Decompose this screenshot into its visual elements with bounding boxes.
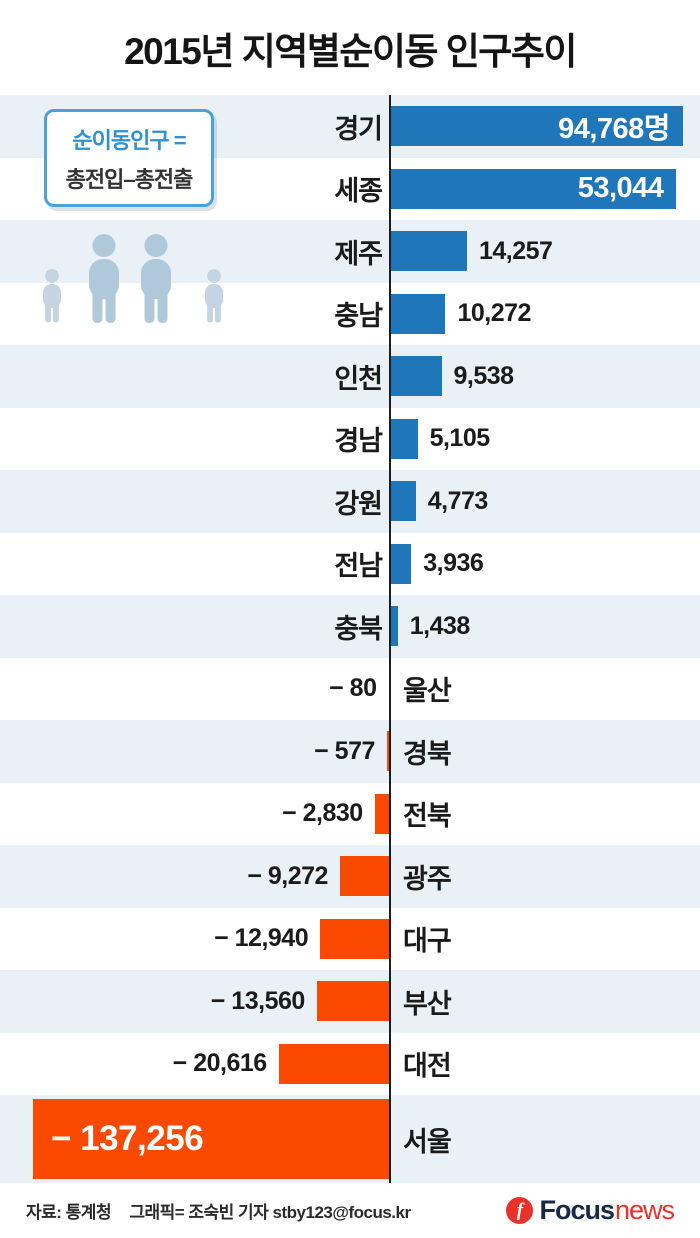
graphic-credit: 그래픽= 조숙빈 기자 stby123@focus.kr: [129, 1203, 411, 1222]
data-source: 자료: 통계청: [26, 1203, 112, 1222]
focusnews-logo-icon: f: [506, 1197, 534, 1224]
legend-definition: 총전입–총전출: [65, 166, 194, 192]
value-label: − 12,940: [214, 924, 309, 953]
chart-row: 강원 4,773: [0, 470, 700, 533]
chart-row: 충북 1,438: [0, 595, 700, 658]
chart-row: 경북 − 577: [0, 720, 700, 783]
focusnews-logo: f Focus news: [506, 1195, 675, 1226]
axis-line: [389, 95, 391, 1183]
bar: [278, 1043, 390, 1084]
page-title: 2015년 지역별 순이동 인구 추이: [0, 0, 700, 95]
value-label: − 577: [314, 736, 375, 765]
bar: 94,768명: [390, 106, 683, 146]
value-label: − 80: [329, 674, 377, 703]
chart-row: 울산 − 80: [0, 657, 700, 720]
bar-value-label: 94,768명: [558, 113, 670, 145]
logo-text-news: news: [614, 1195, 675, 1225]
region-label: 전북: [403, 801, 452, 832]
logo-text-focus: Focus: [539, 1195, 615, 1225]
value-label: 5,105: [429, 424, 491, 453]
chart-row: 부산 − 13,560: [0, 970, 700, 1033]
chart-row: 대구 − 12,940: [0, 907, 700, 970]
chart-row: 전북 − 2,830: [0, 782, 700, 845]
bar: [390, 231, 467, 271]
bar: [390, 293, 446, 334]
bar: [390, 481, 416, 521]
chart-row: 광주 − 9,272: [0, 845, 700, 908]
region-label: 울산: [403, 676, 452, 707]
bar: [390, 543, 412, 584]
region-label: 인천: [334, 363, 383, 394]
bar: − 137,256: [33, 1099, 390, 1179]
region-label: 광주: [403, 863, 452, 894]
region-label: 전남: [334, 551, 383, 582]
value-label: 1,438: [409, 611, 471, 640]
bar-value-label: − 137,256: [51, 1119, 204, 1158]
chart-row: 대전 − 20,616: [0, 1032, 700, 1095]
region-label: 서울: [403, 1126, 452, 1157]
value-label: 14,257: [478, 236, 553, 265]
region-label: 강원: [334, 488, 383, 519]
chart-area: 94,768명 경기 53,044 세종 제주 14,257 충남 10,272…: [0, 95, 700, 1183]
adult-figure-icon: [141, 234, 171, 323]
footer: 자료: 통계청 그래픽= 조숙빈 기자 stby123@focus.kr f F…: [0, 1183, 700, 1238]
value-label: − 2,830: [282, 799, 363, 828]
chart-row: 충남 10,272: [0, 282, 700, 345]
region-label: 경남: [334, 426, 383, 457]
chart-row: 인천 9,538: [0, 345, 700, 408]
bar: [374, 793, 390, 834]
value-label: − 20,616: [172, 1049, 268, 1078]
adult-figure-icon: [89, 234, 119, 323]
value-label: 3,936: [423, 549, 484, 578]
region-label: 경북: [403, 738, 452, 769]
title-post: 추이: [510, 30, 578, 72]
child-figure-icon: [43, 269, 61, 323]
bar: [390, 418, 418, 459]
chart-row: − 137,256 서울: [0, 1095, 700, 1183]
region-label: 세종: [334, 176, 383, 207]
bar: [339, 856, 390, 896]
region-label: 충북: [334, 613, 383, 644]
bar: [390, 356, 442, 396]
family-icon: [43, 234, 223, 323]
region-label: 충남: [334, 301, 383, 332]
legend-box: 순이동인구 = 총전입–총전출: [44, 109, 214, 207]
region-label: 대구: [403, 926, 452, 957]
value-label: − 13,560: [210, 986, 306, 1015]
region-label: 제주: [334, 238, 383, 269]
bar: [386, 731, 390, 771]
bar: [316, 981, 390, 1021]
region-label: 경기: [334, 113, 383, 144]
value-label: 9,538: [453, 361, 515, 390]
chart-row: 경남 5,105: [0, 407, 700, 470]
child-figure-icon: [205, 269, 223, 323]
bar: [320, 918, 390, 959]
bar: [390, 606, 398, 646]
region-label: 부산: [403, 988, 452, 1019]
title-pre: 2015년 지역별: [124, 30, 341, 72]
bar: 53,044: [390, 168, 677, 209]
region-label: 대전: [403, 1051, 452, 1082]
title-emphasis: 순이동 인구: [339, 30, 512, 72]
value-label: − 9,272: [247, 861, 328, 890]
chart-row: 전남 3,936: [0, 532, 700, 595]
bar-value-label: 53,044: [577, 172, 664, 204]
value-label: 4,773: [427, 486, 489, 515]
credits: 자료: 통계청 그래픽= 조숙빈 기자 stby123@focus.kr: [26, 1198, 411, 1223]
legend-term: 순이동인구 =: [72, 127, 186, 153]
value-label: 10,272: [457, 299, 531, 328]
